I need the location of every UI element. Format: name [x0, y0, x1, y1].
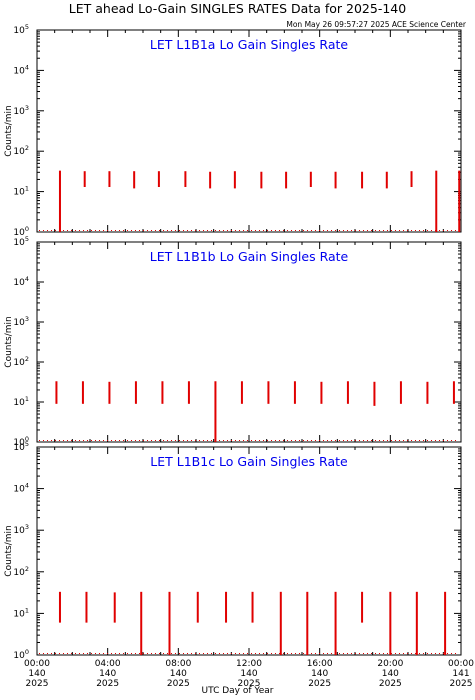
x-tick-label: 140	[99, 669, 116, 679]
y-tick-label: 103	[13, 523, 29, 536]
y-tick-label: 101	[13, 395, 29, 408]
x-tick-label: 140	[311, 669, 328, 679]
x-tick-label: 2025	[167, 679, 190, 689]
timestamp: Mon May 26 09:57:27 2025 ACE Science Cen…	[286, 20, 466, 29]
y-tick-label: 104	[13, 482, 29, 495]
x-tick-label: 2025	[379, 679, 402, 689]
x-tick-label: 12:00	[236, 659, 262, 669]
panel-title: LET L1B1b Lo Gain Singles Rate	[150, 249, 349, 264]
panel-frame	[36, 29, 462, 233]
x-axis-label: UTC Day of Year	[201, 686, 274, 696]
x-tick-label: 08:00	[165, 659, 191, 669]
panel-title: LET L1B1a Lo Gain Singles Rate	[150, 37, 349, 52]
panel-frame	[36, 241, 462, 443]
y-tick-label: 102	[13, 565, 29, 578]
x-tick-label: 2025	[238, 679, 261, 689]
y-tick-label: 102	[13, 144, 29, 157]
x-tick-label: 140	[240, 669, 257, 679]
y-tick-label: 101	[13, 606, 29, 619]
y-axis-label: Counts/min	[4, 525, 14, 576]
y-tick-label: 103	[13, 104, 29, 117]
x-tick-label: 141	[452, 669, 469, 679]
y-axis-label: Counts/min	[4, 316, 14, 367]
x-tick-label: 140	[170, 669, 187, 679]
y-tick-label: 102	[13, 355, 29, 368]
y-tick-label: 104	[13, 63, 29, 76]
x-tick-label: 00:00	[448, 659, 474, 669]
panel-frame	[36, 446, 462, 656]
x-tick-label: 04:00	[95, 659, 121, 669]
x-tick-label: 2025	[308, 679, 331, 689]
x-tick-label: 20:00	[377, 659, 403, 669]
panel-title: LET L1B1c Lo Gain Singles Rate	[150, 454, 348, 469]
y-tick-label: 105	[13, 23, 29, 36]
y-tick-label: 101	[13, 185, 29, 198]
y-tick-label: 103	[13, 315, 29, 328]
x-tick-label: 2025	[26, 679, 49, 689]
x-tick-label: 00:00	[24, 659, 50, 669]
x-tick-label: 2025	[450, 679, 473, 689]
x-tick-label: 16:00	[307, 659, 333, 669]
x-tick-label: 140	[382, 669, 399, 679]
y-axis-label: Counts/min	[4, 105, 14, 156]
x-tick-label: 2025	[96, 679, 119, 689]
chart-title: LET ahead Lo-Gain SINGLES RATES Data for…	[68, 1, 407, 16]
x-tick-label: 140	[28, 669, 45, 679]
y-tick-label: 104	[13, 275, 29, 288]
